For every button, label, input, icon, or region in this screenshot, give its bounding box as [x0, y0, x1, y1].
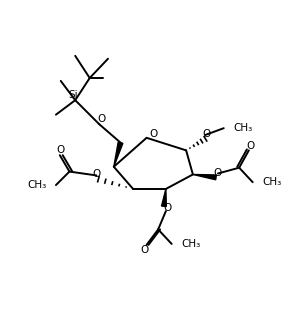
Text: CH₃: CH₃ — [233, 123, 253, 133]
Text: CH₃: CH₃ — [262, 177, 282, 187]
Text: O: O — [149, 129, 157, 139]
Text: CH₃: CH₃ — [27, 180, 46, 190]
Polygon shape — [193, 174, 216, 180]
Polygon shape — [114, 142, 123, 167]
Text: O: O — [164, 203, 172, 213]
Text: O: O — [92, 170, 100, 180]
Text: O: O — [246, 140, 255, 150]
Polygon shape — [162, 189, 166, 206]
Text: O: O — [141, 245, 149, 255]
Text: O: O — [57, 145, 65, 155]
Text: Si: Si — [68, 90, 78, 100]
Text: O: O — [97, 115, 105, 124]
Text: O: O — [214, 168, 222, 178]
Text: O: O — [202, 129, 211, 139]
Text: CH₃: CH₃ — [181, 239, 201, 249]
